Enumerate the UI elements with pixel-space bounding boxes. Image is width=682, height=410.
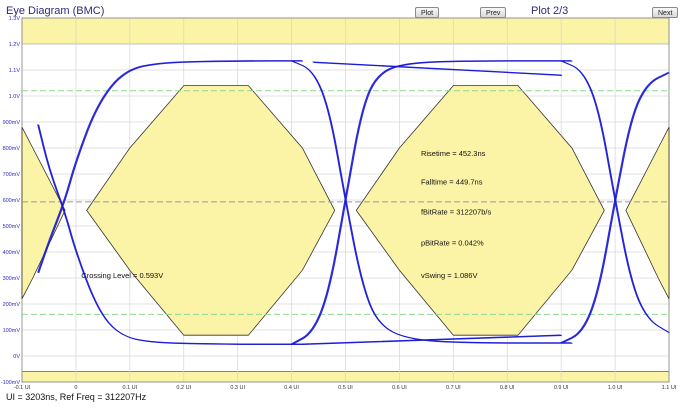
x-tick-label: 0.9 UI xyxy=(554,385,569,391)
y-tick-label: 100mV xyxy=(3,328,21,334)
eye-mask-eye-2 xyxy=(355,85,605,336)
y-tick-label: 200mV xyxy=(3,302,21,308)
trace-rise-late xyxy=(561,72,670,344)
trace-rise-mid xyxy=(291,60,573,346)
window-title: Eye Diagram (BMC) xyxy=(6,5,105,17)
trace-top-diagonal xyxy=(313,62,563,76)
eye-mask-left xyxy=(21,127,66,299)
x-tick-label: 0.3 UI xyxy=(230,385,245,391)
x-tick-label: 0.4 UI xyxy=(284,385,299,391)
y-tick-label: 300mV xyxy=(3,276,21,282)
y-tick-label: -100mV xyxy=(1,380,21,386)
trace-bottom-diagonal xyxy=(302,335,563,346)
y-tick-label: 1.1V xyxy=(9,68,21,74)
annotation-falltime: Falltime = 449.7ns xyxy=(421,177,483,186)
annotation-crossing_level: Crossing Level = 0.593V xyxy=(81,271,163,280)
y-tick-label: 800mV xyxy=(3,146,21,152)
y-tick-label: 0V xyxy=(13,354,20,360)
x-tick-label: 0 xyxy=(74,385,77,391)
y-tick-label: 1.3V xyxy=(9,16,21,22)
next-button[interactable]: Next xyxy=(652,7,679,18)
x-tick-label: 0.1 UI xyxy=(122,385,137,391)
footer-info: UI = 3203ns, Ref Freq = 312207Hz xyxy=(6,392,147,402)
plot-button[interactable]: Plot xyxy=(415,7,440,18)
trace-fall-mid xyxy=(292,60,573,344)
x-tick-label: -0.1 UI xyxy=(14,385,31,391)
y-tick-label: 400mV xyxy=(3,250,21,256)
annotation-risetime: Risetime = 452.3ns xyxy=(421,149,486,158)
trace-rise-early xyxy=(38,60,304,274)
annotation-fbitrate: fBitRate = 312207b/s xyxy=(421,207,492,216)
y-tick-label: 900mV xyxy=(3,120,21,126)
trace-fall-early xyxy=(38,124,304,346)
x-tick-label: 1.1 UI xyxy=(662,385,677,391)
y-tick-label: 1.0V xyxy=(9,94,21,100)
x-tick-label: 0.7 UI xyxy=(446,385,461,391)
prev-button[interactable]: Prev xyxy=(480,7,507,18)
x-tick-label: 0.6 UI xyxy=(392,385,407,391)
eye-mask-eye-1 xyxy=(86,85,336,336)
x-tick-label: 0.2 UI xyxy=(176,385,191,391)
annotation-pbitrate: pBitRate = 0.042% xyxy=(421,239,484,248)
x-tick-label: 1.0 UI xyxy=(608,385,623,391)
y-tick-label: 1.2V xyxy=(9,42,21,48)
y-tick-label: 700mV xyxy=(3,172,21,178)
trace-fall-late xyxy=(561,60,670,334)
plot-counter: Plot 2/3 xyxy=(531,5,569,17)
x-tick-label: 0.8 UI xyxy=(500,385,515,391)
annotation-vswing: vSwing = 1.086V xyxy=(421,271,478,280)
y-tick-label: 600mV xyxy=(3,198,21,204)
trace-rise-late xyxy=(560,71,669,344)
y-tick-label: 500mV xyxy=(3,224,21,230)
x-tick-label: 0.5 UI xyxy=(338,385,353,391)
eye-mask-right xyxy=(625,127,670,299)
trace-rise-late xyxy=(560,72,670,344)
